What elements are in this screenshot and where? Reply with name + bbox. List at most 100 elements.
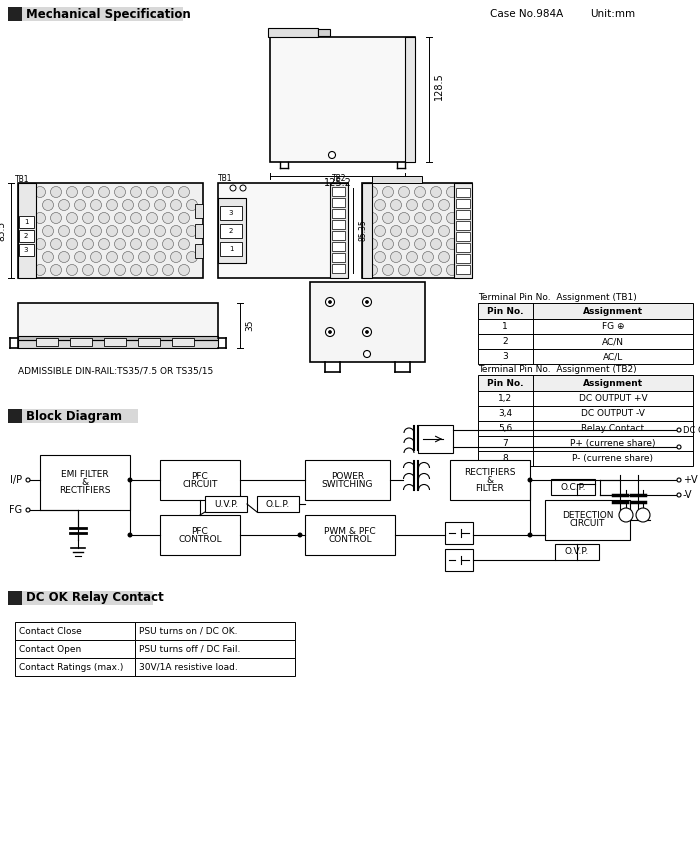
Circle shape [74,200,85,211]
Circle shape [447,264,458,275]
Text: FG ⊕: FG ⊕ [602,322,624,331]
Circle shape [677,428,681,432]
Bar [135,622,295,640]
Bar [332,220,345,229]
Circle shape [50,212,62,224]
Circle shape [391,200,402,211]
Circle shape [423,225,433,236]
Circle shape [115,186,125,197]
Circle shape [106,252,118,263]
Bar [220,242,242,256]
Text: AC/L: AC/L [603,352,623,361]
Circle shape [367,264,377,275]
Circle shape [146,186,158,197]
Text: P- (currene share): P- (currene share) [573,454,654,463]
Bar [135,658,295,676]
Circle shape [178,264,190,275]
Circle shape [171,225,181,236]
Bar [445,522,473,544]
Circle shape [677,478,681,482]
Bar [160,460,240,500]
Circle shape [26,508,30,512]
Bar [310,282,425,362]
Text: POWER: POWER [331,472,364,480]
Circle shape [430,264,442,275]
Text: 3,4: 3,4 [498,409,512,418]
Text: 125.2: 125.2 [323,178,351,188]
Text: P+ (currene share): P+ (currene share) [570,439,656,448]
Text: 3: 3 [24,247,28,253]
Bar [104,338,126,346]
Text: 1: 1 [229,246,233,252]
Bar [195,204,203,218]
Text: Pin No.: Pin No. [486,378,524,388]
Bar [18,183,203,278]
Circle shape [178,186,190,197]
Bar [456,188,470,197]
Text: Block Diagram: Block Diagram [26,410,122,422]
Bar [18,340,218,348]
Bar [70,338,92,346]
Bar [19,216,34,228]
Bar [220,206,242,220]
Text: DC OUTPUT -V: DC OUTPUT -V [581,409,645,418]
Circle shape [43,200,53,211]
Text: CONTROL: CONTROL [178,535,222,543]
Bar [456,221,470,230]
Bar [478,436,693,451]
Circle shape [186,252,197,263]
Text: 2: 2 [24,233,28,239]
Circle shape [438,225,449,236]
Circle shape [127,478,132,483]
Text: PWM & PFC: PWM & PFC [324,526,376,536]
Text: RECTIFIERS: RECTIFIERS [464,468,516,477]
Bar [405,37,415,162]
Circle shape [99,264,109,275]
Circle shape [83,264,94,275]
Circle shape [365,301,368,303]
Circle shape [74,252,85,263]
Circle shape [139,252,150,263]
Text: &: & [81,478,89,487]
Circle shape [122,200,134,211]
Circle shape [619,508,633,522]
Circle shape [155,200,165,211]
Text: 1: 1 [24,219,28,225]
Bar [18,336,218,340]
Bar [456,199,470,208]
Circle shape [34,264,46,275]
Circle shape [298,532,302,537]
Circle shape [162,186,174,197]
Circle shape [374,200,386,211]
Text: FG: FG [9,505,22,515]
Circle shape [363,327,372,337]
Circle shape [50,239,62,250]
Text: Case No.984A: Case No.984A [490,9,564,19]
Circle shape [59,252,69,263]
Text: TB2: TB2 [332,173,346,183]
Circle shape [528,532,533,537]
Circle shape [326,327,335,337]
Circle shape [454,252,466,263]
Bar [22,7,183,21]
Circle shape [146,264,158,275]
Circle shape [367,186,377,197]
Circle shape [146,212,158,224]
Circle shape [414,239,426,250]
Bar [478,375,693,391]
Bar [456,210,470,219]
Text: -V: -V [683,490,692,500]
Circle shape [66,239,78,250]
Text: &: & [486,475,493,484]
Bar [318,29,330,36]
Circle shape [83,239,94,250]
Circle shape [398,239,409,250]
Bar [418,425,453,453]
Circle shape [636,508,650,522]
Bar [478,406,693,421]
Circle shape [50,264,62,275]
Bar [555,544,599,560]
Text: Contact Ratings (max.): Contact Ratings (max.) [19,662,123,672]
Circle shape [162,239,174,250]
Bar [218,198,246,263]
